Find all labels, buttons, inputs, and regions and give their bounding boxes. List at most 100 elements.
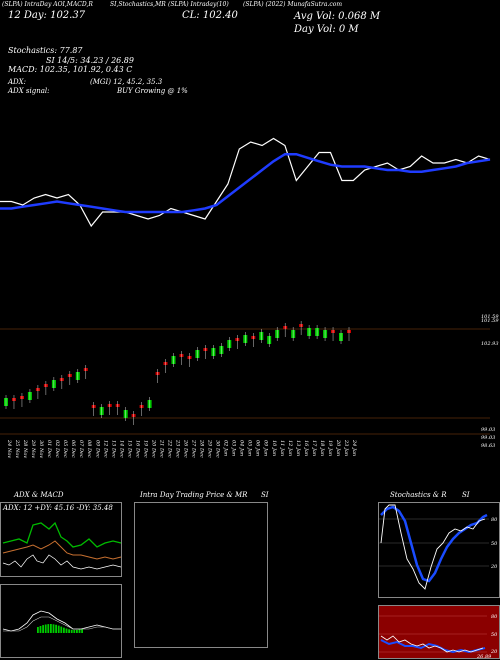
date-label: 23 Dec — [175, 439, 181, 458]
macd-histogram-bar — [70, 629, 73, 633]
date-label: 22 Dec — [167, 439, 173, 458]
candle-chart: 101.59 101.59 102.93 99.03 99.03 98.63 — [0, 314, 499, 449]
date-label: 19 Dec — [142, 440, 148, 458]
date-label: 28 Dec — [199, 439, 205, 458]
date-label: 13 Jan — [295, 440, 301, 456]
adx-panel-values: ADX: 12 +DY: 45.16 -DY: 35.48 — [3, 504, 113, 512]
date-label: 20 Dec — [150, 439, 156, 458]
adx-values: (MGI) 12, 45.2, 35.3 — [90, 78, 163, 86]
rsi-line-2 — [380, 635, 484, 653]
date-label: 29 Nov — [30, 439, 36, 458]
stoch-drawing: 80 50 20 — [379, 504, 498, 590]
macd-line — [2, 610, 121, 632]
adx-minus-line — [2, 540, 122, 560]
date-label: 08 Dec — [86, 440, 92, 458]
header-left-2: 12 Day: 102.37 — [8, 10, 86, 21]
rsi-tick-50: 50 — [491, 632, 498, 638]
macd-histogram-bar — [47, 624, 50, 633]
moving-average-line — [0, 152, 491, 214]
date-label: 14 Dec — [118, 440, 124, 458]
date-label: 11 Jan — [279, 440, 285, 456]
header-mid-2: (SLPA) Intraday(10) — [168, 1, 229, 8]
rsi-box: 80 50 20 26.89 — [378, 605, 500, 660]
macd-histogram-bar — [73, 630, 76, 633]
date-label: 12 Dec — [102, 440, 108, 458]
date-label: 25 Nov — [14, 439, 20, 458]
date-label: 03 Jan — [231, 440, 237, 456]
adx-signal-label: ADX signal: — [8, 87, 50, 95]
stoch-tick-20: 20 — [490, 564, 498, 570]
price-line — [0, 137, 491, 228]
stoch-d-line — [380, 504, 486, 590]
stoch-tick-80: 80 — [491, 517, 498, 523]
price-label-top2: 101.59 — [481, 318, 499, 324]
header-left-1: (SLPA) IntraDay AOI,MACD,R — [2, 1, 93, 8]
date-label: 19 Jan — [327, 440, 333, 456]
stoch-text: Stochastics: 77.87 — [8, 46, 83, 55]
date-label: 10 Jan — [271, 440, 277, 456]
macd-signal-line — [3, 616, 121, 632]
header-mid-close: CL: 102.40 — [182, 10, 238, 21]
price-chart — [0, 137, 491, 228]
date-label: 06 Dec — [70, 440, 76, 458]
date-label: 01 Dec — [46, 440, 52, 458]
date-label: 30 Nov — [38, 440, 44, 458]
adx-lines — [2, 521, 122, 570]
adx-macd-panel: ADX & MACD ADX: 12 +DY: 45.16 -DY: 35.48 — [0, 492, 122, 660]
date-label: 05 Jan — [247, 440, 253, 456]
date-label: 20 Jan — [335, 439, 341, 456]
header-right-1: (SLPA) (2022) MunafaSutra.com — [243, 1, 343, 8]
adx-line — [2, 554, 122, 570]
adx-box: ADX: 12 +DY: 45.16 -DY: 35.48 — [0, 502, 122, 577]
avg-vol: Avg Vol: 0.068 M — [294, 11, 381, 22]
macd-box — [0, 584, 122, 658]
price-label-top: 101.59 — [481, 314, 499, 320]
price-label-low3: 98.63 — [481, 443, 495, 449]
macd-histogram-bar — [81, 628, 83, 633]
stoch-panel-title: Stochastics & R — [390, 491, 447, 499]
rsi-drawing: 80 50 20 26.89 — [379, 614, 498, 660]
macd-histogram-bar — [63, 627, 65, 633]
date-label: 23 Jan — [343, 439, 349, 456]
rsi-tick-20: 20 — [490, 649, 498, 655]
mr-panel: Intra Day Trading Price & MR SI — [128, 492, 376, 660]
date-label: 24 Nov — [6, 439, 12, 458]
date-label: 16 Jan — [303, 440, 309, 456]
macd-histogram-bar — [39, 626, 42, 633]
mr-panel-title: Intra Day Trading Price & MR — [140, 491, 248, 499]
macd-histogram-bar — [42, 625, 44, 633]
date-label: 30 Dec — [215, 440, 221, 458]
macd-histogram-bar — [65, 628, 68, 633]
macd-histogram-bar — [60, 626, 63, 633]
adx-label: ADX: — [8, 78, 27, 86]
date-label: 02 Jan — [223, 440, 229, 456]
date-label: 29 Dec — [207, 439, 213, 458]
macd-histogram-bar — [50, 624, 52, 633]
macd-histogram-bar — [76, 629, 78, 633]
date-label: 17 Jan — [311, 440, 317, 456]
stoch-box: 80 50 20 — [378, 502, 500, 598]
date-label: 13 Dec — [110, 440, 116, 458]
date-label: 27 Dec — [191, 439, 197, 458]
date-label: 06 Jan — [255, 440, 261, 456]
date-label: 02 Dec — [54, 440, 60, 458]
adx-plus-line — [2, 521, 122, 548]
macd-histogram-bar — [44, 624, 47, 633]
date-label: 24 Jan — [351, 439, 357, 456]
macd-histogram-bar — [78, 629, 81, 633]
date-label: 18 Jan — [319, 440, 325, 456]
stoch-k-line — [380, 505, 488, 583]
stoch-panel-si: SI — [462, 491, 470, 499]
adx-panel-title: ADX & MACD — [14, 491, 64, 499]
macd-drawing — [2, 610, 121, 633]
macd-histogram-bar — [55, 624, 57, 633]
date-label: 21 Dec — [158, 439, 164, 458]
price-label-mid: 102.93 — [481, 341, 499, 347]
date-label: 09 Dec — [94, 440, 100, 458]
day-vol: Day Vol: 0 M — [294, 24, 359, 35]
price-label-low1: 99.03 — [481, 427, 495, 433]
stoch-tick-50: 50 — [491, 541, 498, 547]
rsi-value: 26.89 — [476, 654, 492, 660]
rsi-tick-80: 80 — [491, 614, 498, 620]
macd-histogram-bar — [52, 624, 55, 633]
